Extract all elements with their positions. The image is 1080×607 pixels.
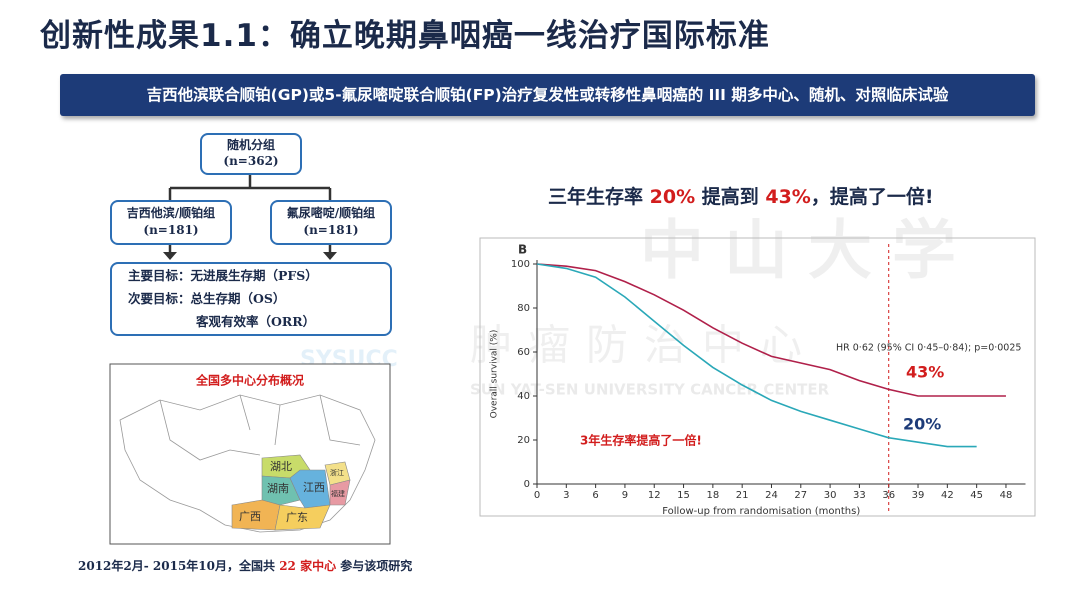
map-title: 全国多中心分布概况 [195,373,304,388]
headline-text: 三年生存率 [548,186,650,208]
arm-node: 氟尿嘧啶/顺铂组 (n=181) [270,200,392,245]
region-label: 广东 [286,511,308,524]
watermark: 中山大学 [640,215,976,289]
arrowheads [163,252,337,260]
headline-text: ，提高了一倍! [810,186,934,208]
node-label: 吉西他滨/顺铂组 [126,206,216,220]
x-tick-label: 33 [853,490,866,501]
node-n: (n=362) [223,154,279,168]
endpoints: 主要目标：无进展生存期（PFS） 次要目标：总生存期（OS） 客观有效率（ORR… [110,262,392,336]
x-tick-label: 21 [736,490,749,501]
y-tick-label: 80 [517,303,530,314]
region-label: 福建 [331,489,345,498]
endpoint: 次要目标：总生存期（OS） [128,291,286,306]
y-tick-label: 20 [517,435,530,446]
x-tick-label: 24 [765,490,778,501]
region-label: 湖南 [267,482,289,495]
footnote-text: 参与该项研究 [336,559,413,573]
region-label: 湖北 [270,460,292,473]
annotation: 3年生存率提高了一倍! [580,433,702,448]
slide-title: 创新性成果1.1：确立晚期鼻咽癌一线治疗国际标准 [40,18,770,54]
arm-node: 吉西他滨/顺铂组 (n=181) [110,200,232,245]
map-provinces [231,454,351,531]
x-tick-label: 48 [1000,490,1013,501]
y-axis-label: Overall survival (%) [490,330,500,419]
x-tick-label: 9 [622,490,628,501]
annotation: 20% [903,415,941,434]
y-tick-label: 60 [517,347,530,358]
endpoint: 主要目标：无进展生存期（PFS） [128,268,318,283]
region-label: 江西 [303,481,325,494]
x-axis-label: Follow-up from randomisation (months) [662,506,860,517]
survival-curve [536,263,977,448]
headline-value: 20% [649,186,696,208]
root-node: 随机分组 (n=362) [200,133,302,175]
x-tick-label: 27 [794,490,807,501]
y-tick-label: 0 [524,479,530,490]
y-tick-label: 40 [517,391,530,402]
map-outline [119,394,376,533]
x-tick-label: 30 [824,490,837,501]
chart-frame [479,237,1036,517]
survival-curve [536,263,1006,397]
x-tick-label: 3 [563,490,569,501]
x-tick-label: 6 [592,490,598,501]
watermark: 肿瘤防治中心 [470,321,818,370]
x-tick-label: 18 [706,490,719,501]
connectors [168,172,332,253]
footnote-text: 2012年2月- 2015年10月，全国共 [78,559,280,573]
panel-label: B [518,243,527,257]
node-n: (n=181) [143,223,199,237]
annotation: 43% [906,363,944,382]
node-n: (n=181) [303,223,359,237]
banner: 吉西他滨联合顺铂(GP)或5-氟尿嘧啶联合顺铂(FP)治疗复发性或转移性鼻咽癌的… [60,74,1035,116]
region-label: 浙江 [330,468,344,477]
footnote-highlight: 22 家中心 [279,559,337,573]
headline-value: 43% [765,186,811,208]
node-label: 氟尿嘧啶/顺铂组 [286,206,376,220]
x-tick-label: 36 [882,490,895,501]
x-tick-label: 15 [677,490,690,501]
annotation: HR 0·62 (95% CI 0·45–0·84); p=0·0025 [836,343,1021,354]
region-label: 广西 [239,510,261,523]
x-tick-label: 45 [970,490,983,501]
x-tick-label: 42 [941,490,954,501]
x-tick-label: 39 [912,490,925,501]
node-label: 随机分组 [226,138,275,152]
watermark: SUN YAT-SEN UNIVERSITY CANCER CENTER [470,381,830,399]
y-tick-label: 100 [511,259,530,270]
footnote: 2012年2月- 2015年10月，全国共 22 家中心 参与该项研究 [78,557,412,574]
x-tick-label: 0 [534,490,540,501]
x-tick-label: 12 [648,490,661,501]
endpoint: 客观有效率（ORR） [196,314,316,329]
headline: 三年生存率 20% 提高到 43%，提高了一倍! [548,182,934,209]
headline-text: 提高到 [695,186,766,208]
